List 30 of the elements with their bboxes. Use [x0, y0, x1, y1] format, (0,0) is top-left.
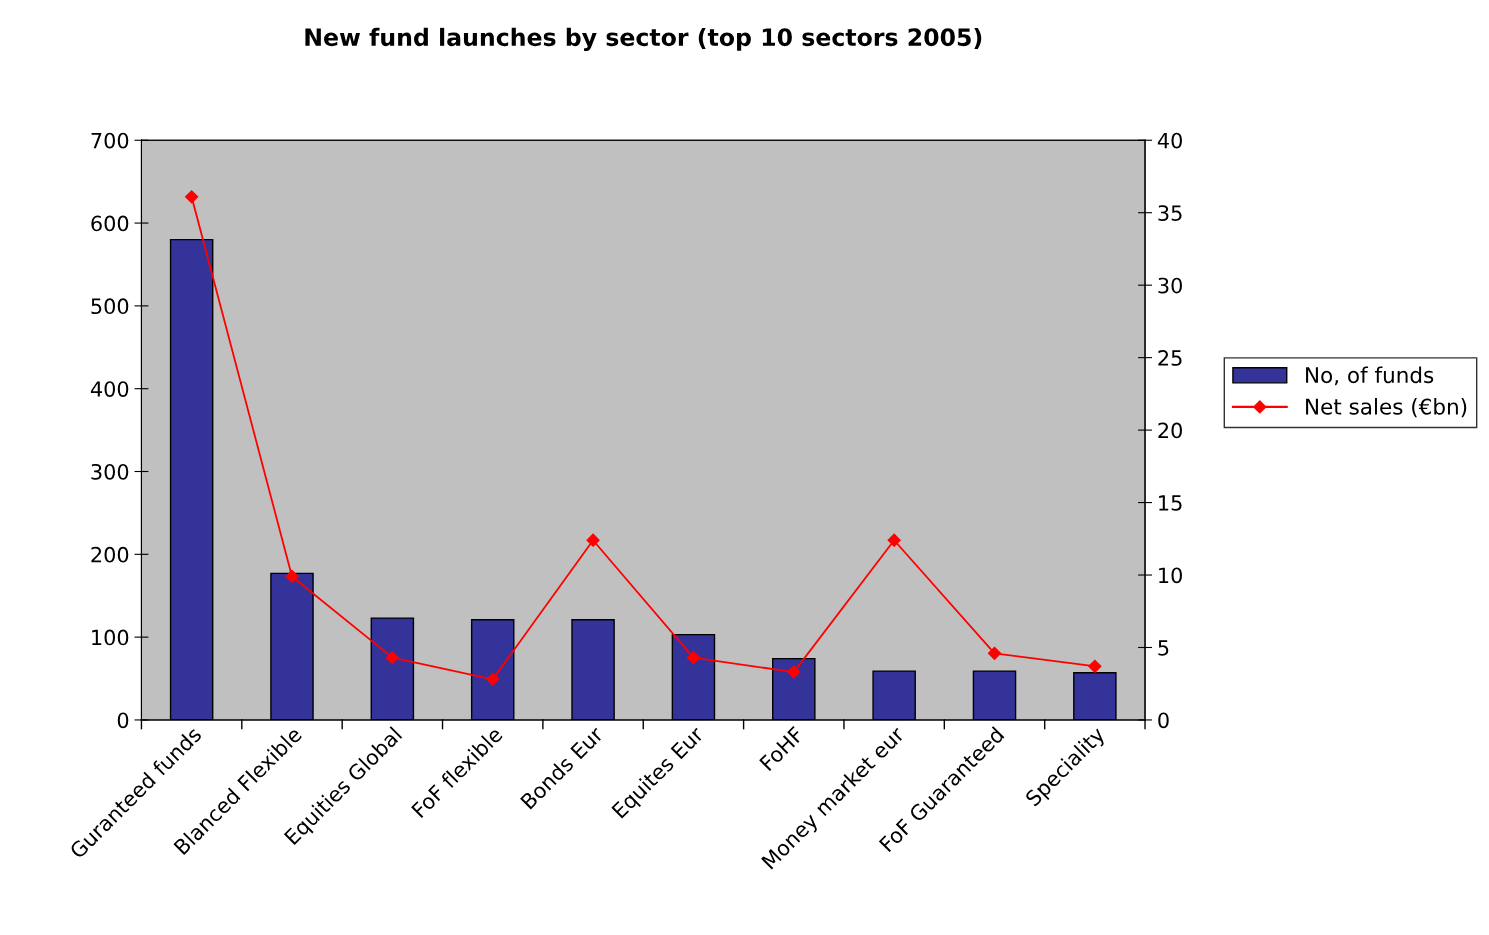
y2-tick-label: 30 [1158, 277, 1182, 294]
y-tick-label: 0 [117, 712, 129, 729]
point [385, 651, 399, 665]
point [586, 533, 600, 547]
y2-tick-label: 20 [1158, 422, 1182, 439]
y-tick-label: 700 [91, 132, 129, 149]
y-tick-label: 100 [92, 629, 129, 646]
point [185, 190, 199, 204]
y2-tick-label: 5 [1158, 640, 1169, 656]
point [1088, 659, 1102, 673]
y-tick-label: 300 [91, 463, 129, 480]
y2-tick-label: 25 [1158, 350, 1182, 366]
point [285, 569, 299, 584]
point [887, 533, 901, 547]
point [486, 672, 500, 686]
point [787, 665, 801, 679]
y2-tick-label: 40 [1157, 132, 1182, 149]
y2-tick-label: 0 [1158, 712, 1169, 729]
legend-label: No, of funds [1306, 366, 1434, 386]
y2-tick-label: 15 [1159, 495, 1182, 511]
y2-tick-label: 35 [1158, 205, 1182, 221]
chart-title: New fund launches by sector (top 10 sectors 2005) [305, 27, 982, 51]
y-tick-label: 500 [91, 298, 129, 315]
y-tick-label: 200 [91, 546, 129, 563]
y-tick-label: 400 [90, 381, 129, 397]
legend-label: Net sales (€bn) [1306, 398, 1467, 418]
y-tick-label: 600 [91, 215, 129, 232]
point [987, 646, 1002, 660]
y2-tick-label: 10 [1159, 567, 1182, 584]
point [686, 651, 701, 665]
